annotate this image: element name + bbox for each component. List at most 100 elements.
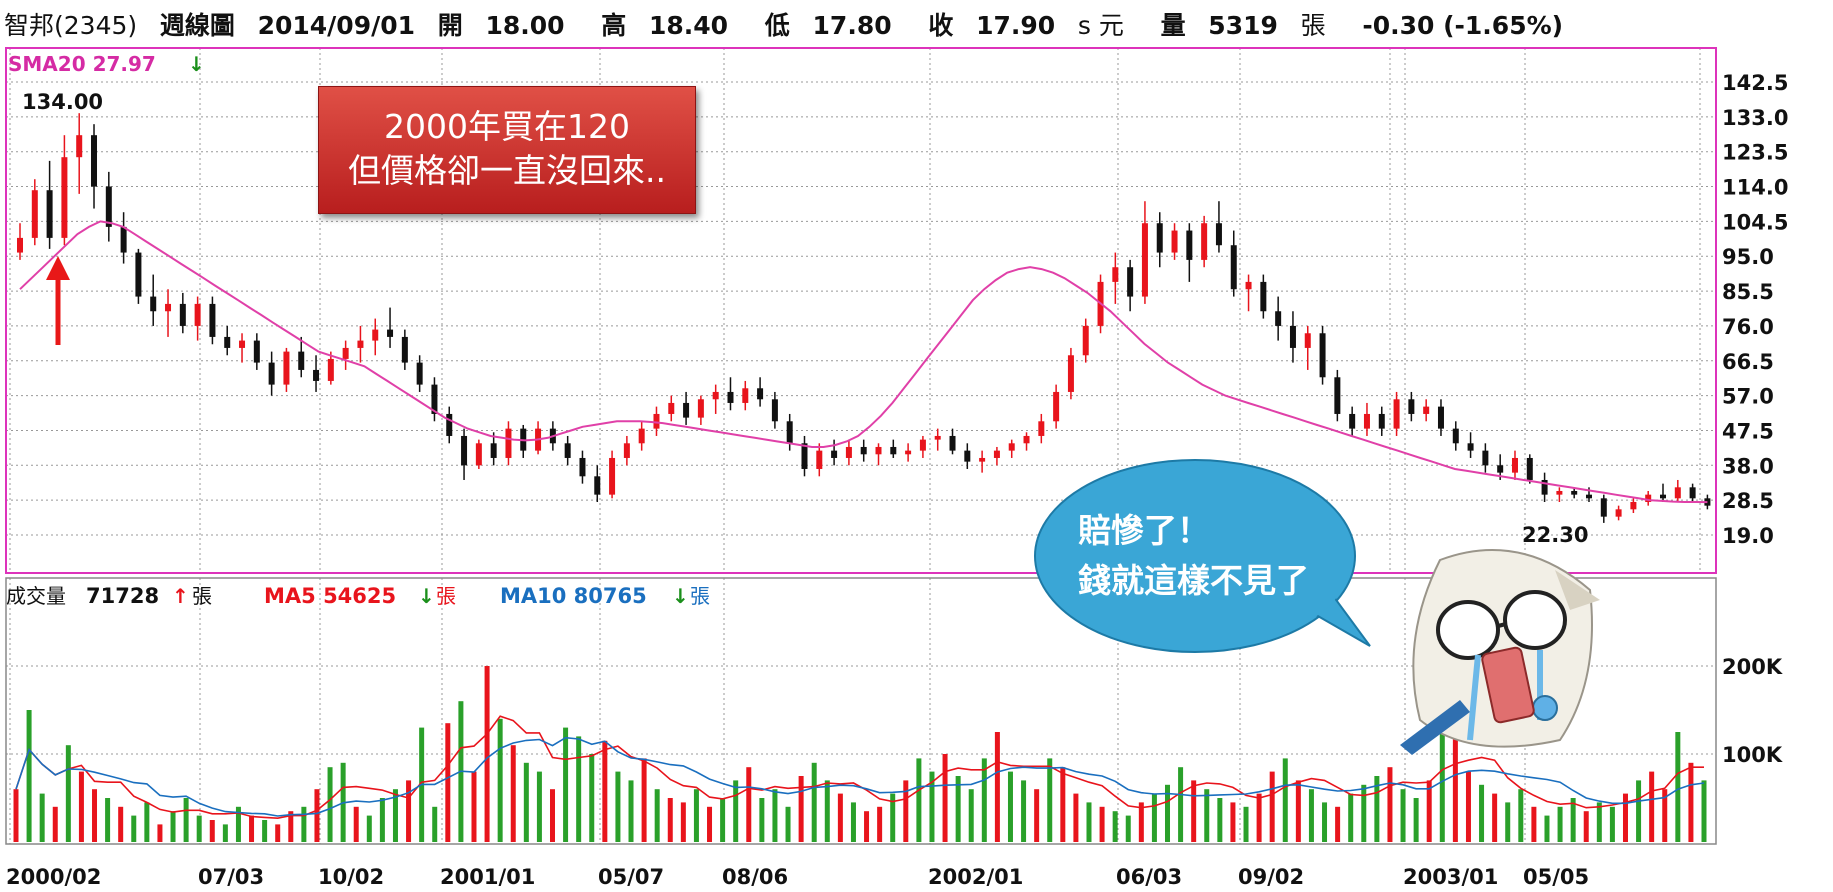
price-grid <box>6 48 1716 573</box>
x-tick-label: 06/03 <box>1116 865 1182 889</box>
volume-bar <box>222 824 228 842</box>
volume-bar <box>52 806 58 842</box>
candle-body <box>594 476 601 495</box>
volume-bar <box>916 758 922 842</box>
candle-body <box>387 329 394 337</box>
candle-body <box>579 457 586 477</box>
volume-bar <box>1583 811 1589 842</box>
volume-bar <box>118 806 124 842</box>
candle-body <box>993 450 1000 458</box>
volume-bar <box>903 780 909 842</box>
price-tick-label: 38.0 <box>1722 454 1774 478</box>
ma5-legend-unit: 張 <box>436 584 456 608</box>
candle-body <box>490 443 497 458</box>
volume-bar <box>942 754 948 842</box>
volume-bar <box>1086 802 1092 842</box>
volume-bar <box>1178 767 1184 842</box>
currency-label: s 元 <box>1077 11 1124 40</box>
candle-body <box>1171 230 1178 253</box>
candle-body <box>1482 450 1489 466</box>
candle-body <box>150 296 157 312</box>
volume-bar <box>445 723 451 842</box>
volume-bar <box>1662 789 1668 842</box>
candlesticks <box>17 113 1711 523</box>
volume-bar <box>877 806 883 842</box>
volume-bar <box>1230 802 1236 842</box>
volume-tick-label: 200K <box>1722 655 1783 679</box>
close-field: 收 17.90 s 元 <box>928 11 1138 40</box>
candle-body <box>209 303 216 337</box>
candle-body <box>431 384 438 414</box>
x-tick-label: 10/02 <box>318 865 384 889</box>
volume-bar <box>1007 771 1013 842</box>
volume-bar <box>667 798 673 842</box>
volume-bar <box>850 802 856 842</box>
x-tick-label: 08/06 <box>722 865 788 889</box>
open-label: 開 <box>437 11 463 40</box>
bubble-text: 賠慘了！ 錢就這樣不見了 <box>1078 506 1309 606</box>
candle-body <box>1275 311 1282 326</box>
price-tick-label: 123.5 <box>1722 141 1788 165</box>
candle-body <box>298 351 305 370</box>
candle-body <box>1038 421 1045 436</box>
volume-bar <box>746 767 752 842</box>
candle-body <box>1423 406 1430 414</box>
date-label: 2014/09/01 <box>257 11 416 40</box>
volume-bar <box>1060 767 1066 842</box>
volume-bar <box>1465 771 1471 842</box>
bubble-line-1: 賠慘了！ <box>1078 511 1210 550</box>
close-value: 17.90 <box>976 11 1056 40</box>
candle-body <box>564 443 571 458</box>
volume-bar <box>1047 758 1053 842</box>
ma10-legend-label: MA10 80765 <box>500 584 647 608</box>
volume-bar <box>249 815 255 842</box>
candle-body <box>1156 223 1163 253</box>
volume-bar <box>1361 784 1367 842</box>
volume-bar <box>392 789 398 842</box>
candle-body <box>816 450 823 469</box>
open-field: 開 18.00 <box>438 11 579 40</box>
volume-field: 量 5319 張 <box>1161 11 1340 40</box>
volume-bar <box>196 815 202 842</box>
candle-body <box>653 413 660 429</box>
candle-body <box>475 443 482 466</box>
low-label: 低 <box>764 11 790 40</box>
candle-body <box>461 435 468 466</box>
volume-bar <box>314 789 320 842</box>
price-tick-label: 142.5 <box>1722 71 1788 95</box>
candle-body <box>668 402 675 414</box>
volume-bar <box>1609 806 1615 842</box>
candle-body <box>1378 413 1385 429</box>
volume-bar <box>759 798 765 842</box>
candle-body <box>1615 509 1622 517</box>
x-tick-label: 2002/01 <box>928 865 1023 889</box>
candle-body <box>1363 413 1370 429</box>
buy-arrow-icon <box>46 256 70 345</box>
candle-body <box>1393 399 1400 429</box>
volume-bar <box>105 798 111 842</box>
x-tick-label: 2003/01 <box>1403 865 1498 889</box>
volume-bar <box>654 789 660 842</box>
candle-body <box>357 340 364 348</box>
candle-body <box>446 413 453 436</box>
volume-bar <box>733 780 739 842</box>
volume-tick-label: 100K <box>1722 743 1783 767</box>
volume-bar <box>1479 784 1485 842</box>
volume-bar <box>471 771 477 842</box>
candle-body <box>771 399 778 422</box>
volume-legend-label: 成交量 <box>6 584 66 608</box>
candle-body <box>1127 267 1134 297</box>
candle-body <box>1585 494 1592 499</box>
candle-body <box>845 446 852 458</box>
high-field: 高 18.40 <box>601 11 742 40</box>
price-tick-label: 66.5 <box>1722 350 1774 374</box>
candle-body <box>979 457 986 462</box>
volume-bar <box>1413 798 1419 842</box>
volume-label: 量 <box>1160 11 1186 40</box>
volume-value: 5319 <box>1208 11 1278 40</box>
candle-body <box>1660 494 1667 499</box>
candle-body <box>831 450 838 458</box>
candle-body <box>416 362 423 385</box>
volume-bar <box>379 798 385 842</box>
